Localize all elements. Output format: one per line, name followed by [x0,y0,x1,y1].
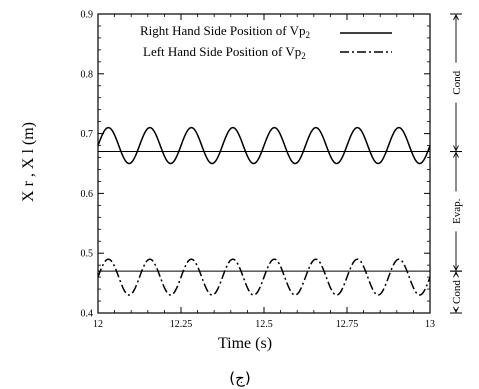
zone-annotations: Cond Evap. Cond [450,13,463,314]
x-tick-label: 12.5 [255,319,273,330]
plot-area [98,151,430,272]
tick-labels: 0.4 0.5 0.6 0.7 0.8 0.9 12 12.25 12.5 12.75 13 [81,10,436,331]
x-tick-label: 13 [425,319,435,330]
y-tick-label: 0.6 [81,189,94,200]
zone-label: Cond [451,70,463,94]
axes [97,13,431,314]
zone-arrowhead-up [453,151,459,158]
legend-label-right: Right Hand Side Position of Vp2 [140,23,310,40]
zone-label: Cond [451,280,463,304]
zone-label: Evap. [451,198,463,224]
y-tick-label: 0.9 [81,10,94,21]
y-tick-label: 0.7 [81,129,94,140]
y-tick-label: 0.8 [81,69,94,80]
legend: Right Hand Side Position of Vp2 Left Han… [140,23,392,61]
figure-caption: (ج) [229,369,250,388]
x-axis-title: Time (s) [218,335,272,352]
zone-arrowhead-up [453,13,459,21]
series-line-left-hand-side [97,258,431,296]
zone-arrowhead-down [453,264,459,272]
series-line-right-hand-side [97,126,431,165]
zone-arrowhead-down [453,145,459,152]
y-tick-label: 0.5 [81,249,94,260]
x-tick-label: 12 [93,319,103,330]
y-tick-label: 0.4 [81,309,94,320]
x-tick-label: 12.25 [170,319,193,330]
zone-arrowhead-down [453,306,459,314]
legend-label-left: Left Hand Side Position of Vp2 [143,44,306,61]
zone-arrowhead-up [453,271,459,278]
series-group [97,126,431,296]
y-axis-title: X r , X l (m) [20,122,37,202]
x-tick-label: 12.75 [336,319,359,330]
